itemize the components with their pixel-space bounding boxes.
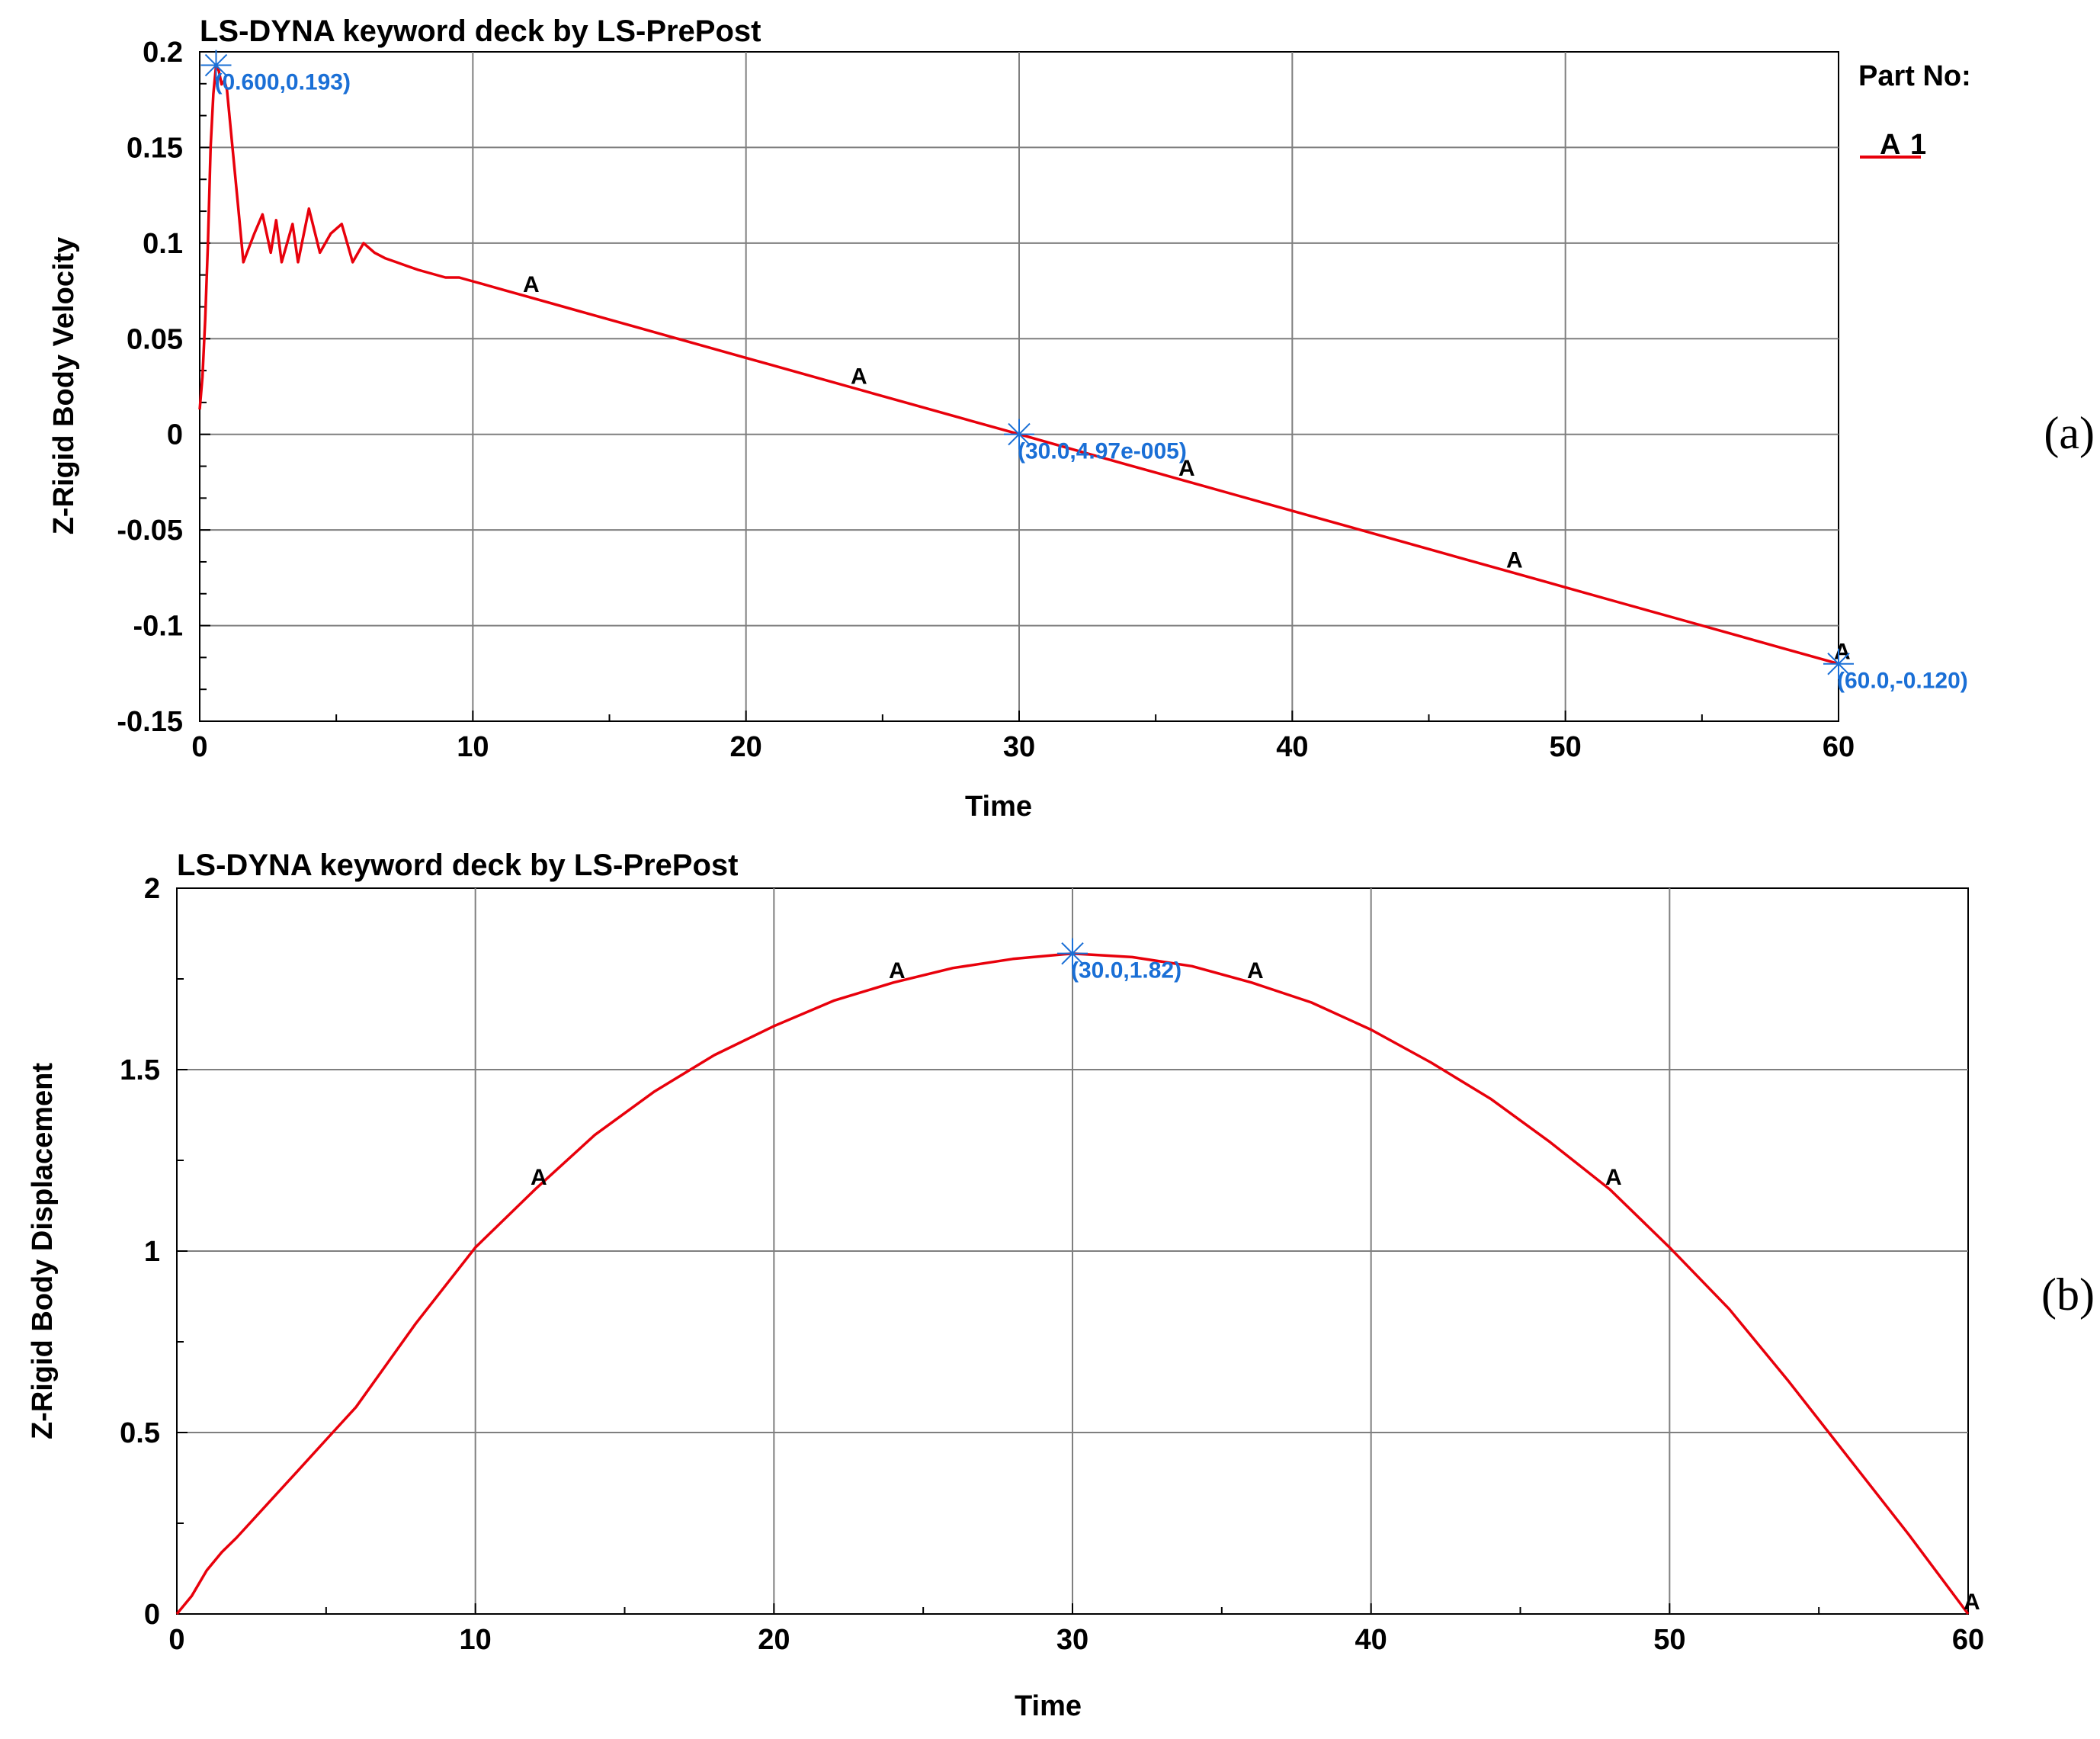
x-tick-label: 10	[457, 731, 489, 763]
annotation-marker	[204, 53, 228, 77]
panel-label-a: (a)	[2044, 408, 2095, 458]
chart-a-legend: Part No: A 1	[1858, 60, 1971, 161]
y-tick-label: 0.05	[127, 323, 183, 355]
chart-a-ylabel: Z-Rigid Body Velocity	[48, 237, 80, 535]
x-tick-label: 0	[191, 731, 207, 763]
series-marker: A	[851, 364, 867, 390]
annotation-marker	[1061, 942, 1084, 965]
annotation-label: (30.0,4.97e-005)	[1018, 439, 1187, 464]
series-marker: A	[1506, 547, 1523, 573]
annotation-label: (0.600,0.193)	[215, 70, 351, 95]
y-tick-label: 0.1	[143, 228, 183, 260]
x-tick-label: 60	[1823, 731, 1855, 763]
series-marker: A	[1605, 1165, 1622, 1190]
legend-label: 1	[1910, 129, 1926, 161]
chart-a-annotations: (0.600,0.193) (30.0,4.97e-005) (60.0,-0.12…	[200, 50, 1968, 694]
x-tick-label: 60	[1952, 1624, 1984, 1656]
x-tick-label: 20	[758, 1624, 790, 1656]
x-tick-label: 20	[730, 731, 762, 763]
y-tick-label: 0.15	[127, 132, 183, 164]
x-tick-label: 0	[168, 1624, 184, 1656]
series-line	[175, 951, 1970, 1615]
panel-label-b: (b)	[2041, 1269, 2095, 1320]
legend-title: Part No:	[1858, 60, 1971, 92]
chart-b-ylabel: Z-Rigid Body Displacement	[27, 1063, 59, 1439]
chart-a-xlabel: Time	[965, 791, 1032, 823]
series-marker: A	[889, 958, 906, 983]
chart-b-ticks: 0 10 20 30 40 50 60 2 1.5 1 0.5 0	[120, 873, 1984, 1656]
x-tick-label: 10	[460, 1624, 492, 1656]
series-marker: A	[1964, 1590, 1980, 1615]
series-line	[198, 63, 1839, 666]
annotation-label: (30.0,1.82)	[1071, 958, 1181, 983]
y-tick-label: -0.15	[117, 706, 183, 738]
series-marker: A	[1247, 958, 1264, 983]
annotation-label: (60.0,-0.120)	[1837, 669, 1968, 694]
chart-b-series: A A A A A	[175, 951, 1980, 1615]
y-tick-label: -0.05	[117, 515, 183, 547]
y-tick-label: -0.1	[133, 611, 183, 643]
x-tick-label: 30	[1056, 1624, 1088, 1656]
chart-a-grid	[200, 52, 1839, 721]
annotation-marker	[1827, 653, 1850, 675]
annotation-marker	[1008, 422, 1031, 446]
x-tick-label: 40	[1276, 731, 1308, 763]
chart-a: LS-DYNA keyword deck by LS-PrePost 0 10 20…	[48, 14, 2095, 823]
x-tick-label: 50	[1550, 731, 1582, 763]
series-marker: A	[523, 272, 540, 297]
x-tick-label: 30	[1003, 731, 1035, 763]
y-tick-label: 0.2	[143, 37, 183, 69]
chart-b-title: LS-DYNA keyword deck by LS-PrePost	[177, 849, 738, 882]
y-tick-label: 1	[144, 1236, 160, 1268]
chart-b-grid	[177, 888, 1968, 1614]
y-tick-label: 0	[167, 419, 183, 451]
series-marker: A	[1178, 456, 1195, 481]
y-tick-label: 2	[144, 873, 160, 905]
chart-a-title: LS-DYNA keyword deck by LS-PrePost	[200, 14, 761, 48]
x-tick-label: 40	[1355, 1624, 1387, 1656]
series-marker: A	[531, 1165, 547, 1190]
x-tick-label: 50	[1653, 1624, 1685, 1656]
chart-b-annotations: (30.0,1.82)	[1057, 938, 1181, 983]
chart-b: LS-DYNA keyword deck by LS-PrePost 0 10 20…	[27, 849, 2095, 1722]
legend-marker: A	[1880, 129, 1900, 161]
y-tick-label: 0.5	[120, 1417, 160, 1449]
chart-b-xlabel: Time	[1015, 1690, 1082, 1722]
chart-a-ticks: 0 10 20 30 40 50 60 0.2 0.15 0.1 0.05 0 -0.05 -0.1 -0.…	[117, 37, 1855, 763]
y-tick-label: 1.5	[120, 1054, 160, 1086]
y-tick-label: 0	[144, 1599, 160, 1631]
